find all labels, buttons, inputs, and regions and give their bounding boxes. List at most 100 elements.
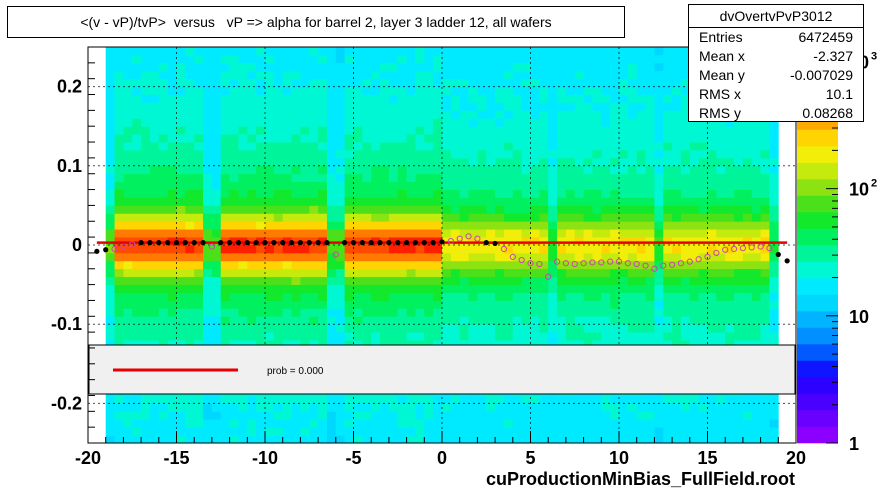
heatmap-cell: [734, 213, 744, 222]
heatmap-cell: [539, 332, 549, 341]
heatmap-cell: [229, 118, 239, 127]
colorbar-exponent: 3: [871, 50, 877, 62]
heatmap-cell: [619, 78, 629, 87]
heatmap-cell: [371, 181, 381, 190]
heatmap-cell: [672, 237, 682, 246]
heatmap-cell: [256, 229, 266, 238]
heatmap-cell: [282, 308, 292, 317]
heatmap-cell: [548, 189, 558, 198]
heatmap-cell: [388, 324, 399, 333]
heatmap-cell: [176, 403, 186, 412]
heatmap-cell: [167, 237, 177, 246]
heatmap-cell: [495, 102, 505, 111]
heatmap-cell: [751, 149, 761, 159]
heatmap-cell: [282, 403, 292, 412]
heatmap-cell: [415, 221, 425, 230]
heatmap-cell: [132, 316, 142, 325]
heatmap-cell: [477, 403, 487, 412]
heatmap-cell: [362, 237, 372, 246]
profile-point: [368, 240, 374, 246]
heatmap-cell: [557, 260, 567, 270]
heatmap-cell: [574, 284, 584, 293]
heatmap-cell: [300, 142, 310, 151]
heatmap-cell: [477, 237, 487, 246]
heatmap-cell: [433, 292, 443, 301]
heatmap-cell: [229, 245, 239, 254]
heatmap-cell: [751, 205, 761, 214]
heatmap-cell: [557, 229, 567, 238]
heatmap-cell: [185, 268, 195, 278]
heatmap-cell: [238, 316, 248, 325]
heatmap-cell: [654, 268, 664, 278]
heatmap-cell: [672, 86, 682, 95]
heatmap-cell: [450, 427, 461, 436]
heatmap-cell: [265, 340, 275, 349]
heatmap-cell: [663, 142, 673, 151]
heatmap-cell: [583, 149, 593, 159]
heatmap-cell: [610, 157, 620, 167]
heatmap-cell: [256, 94, 266, 103]
heatmap-cell: [698, 205, 708, 214]
heatmap-cell: [592, 340, 602, 349]
heatmap-cell: [592, 54, 602, 64]
heatmap-cell: [521, 316, 531, 325]
heatmap-cell: [362, 332, 372, 341]
heatmap-cell: [211, 165, 222, 175]
heatmap-cell: [256, 324, 266, 333]
heatmap-cell: [486, 213, 496, 222]
heatmap-cell: [619, 62, 629, 72]
heatmap-cell: [601, 70, 611, 80]
heatmap-cell: [530, 62, 540, 72]
heatmap-cell: [672, 165, 682, 175]
heatmap-cell: [442, 276, 452, 285]
heatmap-cell: [123, 54, 133, 64]
heatmap-cell: [742, 157, 753, 167]
heatmap-cell: [680, 134, 691, 143]
heatmap-cell: [344, 181, 354, 190]
heatmap-cell: [751, 181, 761, 190]
heatmap-cell: [645, 126, 655, 135]
heatmap-cell: [654, 316, 664, 325]
heatmap-cell: [176, 157, 186, 167]
heatmap-cell: [176, 197, 186, 206]
heatmap-cell: [149, 411, 160, 420]
heatmap-cell: [689, 237, 700, 246]
heatmap-cell: [247, 300, 257, 309]
heatmap-cell: [388, 78, 399, 87]
heatmap-cell: [512, 197, 523, 206]
heatmap-cell: [167, 54, 177, 64]
heatmap-cell: [353, 134, 363, 143]
heatmap-cell: [211, 268, 222, 278]
heatmap-cell: [433, 189, 443, 198]
heatmap-cell: [539, 157, 549, 167]
heatmap-cell: [574, 165, 584, 175]
heatmap-cell: [353, 70, 363, 80]
heatmap-cell: [672, 276, 682, 285]
heatmap-cell: [256, 435, 266, 444]
profile-point: [94, 248, 100, 254]
heatmap-cell: [424, 94, 434, 103]
heatmap-cell: [256, 300, 266, 309]
heatmap-cell: [282, 221, 292, 230]
heatmap-cell: [468, 308, 478, 317]
heatmap-cell: [185, 126, 195, 135]
profile-point: [536, 260, 543, 268]
heatmap-cell: [424, 70, 434, 80]
heatmap-cell: [406, 427, 416, 436]
heatmap-cell: [353, 268, 363, 278]
heatmap-cell: [318, 134, 328, 143]
heatmap-cell: [318, 47, 328, 56]
heatmap-cell: [141, 229, 151, 238]
heatmap-cell: [619, 284, 629, 293]
heatmap-cell: [574, 292, 584, 301]
heatmap-cell: [610, 229, 620, 238]
heatmap-cell: [698, 197, 708, 206]
heatmap-cell: [592, 181, 602, 190]
heatmap-cell: [645, 324, 655, 333]
heatmap-cell: [689, 332, 700, 341]
heatmap-cell: [185, 308, 195, 317]
heatmap-cell: [309, 110, 319, 119]
heatmap-cell: [149, 157, 160, 167]
heatmap-cell: [521, 47, 531, 56]
heatmap-cell: [539, 197, 549, 206]
